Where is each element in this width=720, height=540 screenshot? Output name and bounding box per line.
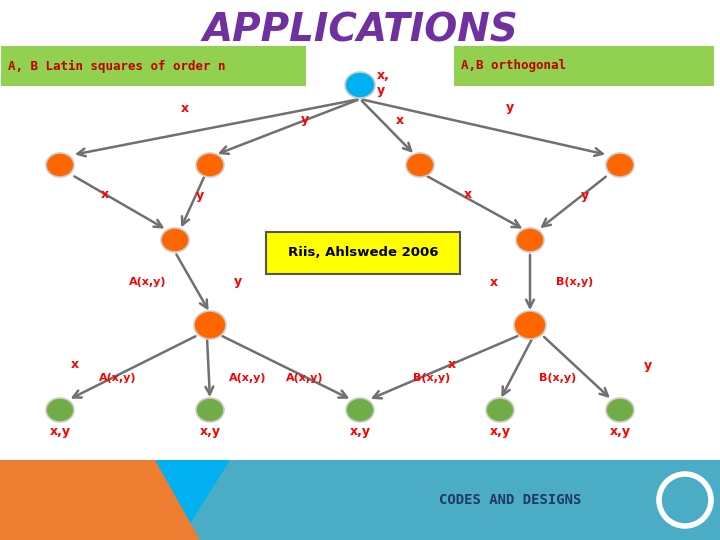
Text: A(x,y): A(x,y) — [229, 373, 266, 383]
Text: x,y: x,y — [349, 426, 371, 438]
Text: y: y — [581, 188, 589, 201]
Text: B(x,y): B(x,y) — [539, 373, 577, 383]
Ellipse shape — [516, 228, 544, 252]
Text: A, B Latin squares of order n: A, B Latin squares of order n — [8, 59, 225, 72]
Ellipse shape — [486, 398, 514, 422]
Text: x: x — [448, 359, 456, 372]
Text: x,y: x,y — [199, 426, 220, 438]
Text: A(x,y): A(x,y) — [99, 373, 137, 383]
Text: y: y — [234, 275, 242, 288]
Text: APPLICATIONS: APPLICATIONS — [202, 12, 518, 50]
Text: x,y: x,y — [610, 426, 631, 438]
Text: x,y: x,y — [50, 426, 71, 438]
Text: y: y — [196, 188, 204, 201]
Text: x,y: x,y — [490, 426, 510, 438]
Text: A(x,y): A(x,y) — [287, 373, 324, 383]
Text: y: y — [301, 113, 309, 126]
Text: x: x — [71, 359, 79, 372]
Ellipse shape — [194, 311, 226, 339]
Text: x: x — [396, 113, 404, 126]
Text: B(x,y): B(x,y) — [413, 373, 451, 383]
Text: x: x — [181, 102, 189, 114]
Text: x: x — [464, 188, 472, 201]
Circle shape — [659, 474, 711, 526]
Circle shape — [665, 480, 705, 520]
Text: A(x,y): A(x,y) — [130, 277, 167, 287]
Polygon shape — [180, 460, 720, 540]
Ellipse shape — [406, 153, 434, 177]
Ellipse shape — [46, 153, 74, 177]
FancyBboxPatch shape — [266, 232, 460, 274]
Text: x: x — [101, 188, 109, 201]
Text: B(x,y): B(x,y) — [557, 277, 593, 287]
FancyBboxPatch shape — [454, 46, 714, 86]
Ellipse shape — [606, 153, 634, 177]
Text: y: y — [506, 102, 514, 114]
Bar — [0, 460, 720, 540]
Text: Riis, Ahlswede 2006: Riis, Ahlswede 2006 — [288, 246, 438, 260]
FancyBboxPatch shape — [1, 46, 306, 86]
Text: x: x — [490, 275, 498, 288]
Ellipse shape — [345, 72, 375, 98]
Text: CODES AND DESIGNS: CODES AND DESIGNS — [438, 493, 581, 507]
Ellipse shape — [514, 311, 546, 339]
Ellipse shape — [196, 153, 224, 177]
Polygon shape — [0, 460, 200, 540]
Ellipse shape — [161, 228, 189, 252]
Ellipse shape — [46, 398, 74, 422]
Text: A,B orthogonal: A,B orthogonal — [461, 59, 566, 72]
Ellipse shape — [196, 398, 224, 422]
Text: y: y — [644, 359, 652, 372]
Ellipse shape — [606, 398, 634, 422]
Ellipse shape — [346, 398, 374, 422]
Text: x,
y: x, y — [377, 69, 390, 97]
